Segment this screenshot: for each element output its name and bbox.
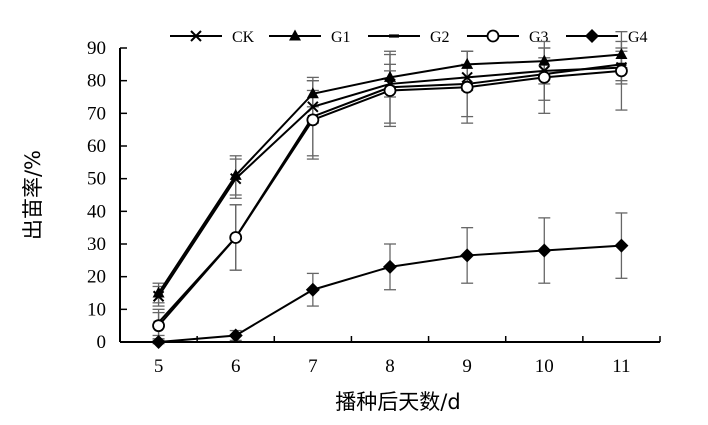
data-point-g1 bbox=[306, 87, 319, 99]
data-point-ck bbox=[461, 71, 473, 84]
data-point-g4 bbox=[537, 243, 552, 258]
legend-marker-g1 bbox=[289, 29, 301, 41]
data-point-g1 bbox=[229, 168, 242, 180]
y-tick-label: 60 bbox=[87, 136, 106, 157]
axes: 0 10 20 30 40 50 60 70 80 90 5 6 7 8 9 10 11 bbox=[87, 38, 661, 377]
legend-marker-g2 bbox=[389, 34, 399, 38]
y-tick-label: 70 bbox=[87, 103, 106, 124]
legend-label-g1: G1 bbox=[331, 29, 351, 46]
y-tick-label: 30 bbox=[87, 234, 106, 255]
data-point-g1 bbox=[538, 54, 551, 66]
data-point-ck bbox=[307, 101, 319, 113]
legend: CK G1 G2 G3 G4 bbox=[170, 29, 648, 46]
y-tick-label: 20 bbox=[87, 267, 106, 288]
legend-label-g3: G3 bbox=[529, 29, 549, 46]
legend-label-ck: CK bbox=[232, 29, 255, 46]
x-tick-label: 5 bbox=[154, 356, 164, 377]
x-axis-label: 播种后天数/d bbox=[335, 390, 460, 414]
data-point-g1 bbox=[461, 57, 474, 69]
data-point-g1 bbox=[152, 286, 165, 298]
y-tick-label: 50 bbox=[87, 169, 106, 190]
x-tick-label: 11 bbox=[612, 356, 630, 377]
x-tick-label: 10 bbox=[535, 356, 554, 377]
x-tick-label: 6 bbox=[231, 356, 241, 377]
data-point-g3 bbox=[229, 231, 243, 244]
data-point-g3 bbox=[306, 113, 320, 127]
series-markers bbox=[151, 48, 629, 349]
legend-item-g4: G4 bbox=[566, 29, 648, 46]
y-axis-label: 出苗率/% bbox=[21, 150, 45, 240]
data-point-g3 bbox=[383, 84, 397, 97]
y-tick-label: 40 bbox=[87, 201, 106, 222]
x-tick-label: 7 bbox=[308, 356, 318, 377]
legend-item-g2: G2 bbox=[368, 29, 450, 46]
data-point-g4 bbox=[614, 238, 629, 253]
legend-item-ck: CK bbox=[170, 29, 255, 46]
data-point-g3 bbox=[460, 80, 474, 94]
legend-label-g4: G4 bbox=[628, 29, 648, 46]
x-tick-label: 8 bbox=[385, 356, 395, 377]
legend-item-g3: G3 bbox=[467, 29, 549, 46]
legend-item-g1: G1 bbox=[269, 29, 351, 46]
data-point-g4 bbox=[228, 328, 243, 343]
y-tick-label: 0 bbox=[97, 332, 107, 353]
x-tick-label: 9 bbox=[462, 356, 472, 377]
legend-marker-g4 bbox=[585, 29, 599, 43]
data-point-g4 bbox=[383, 259, 397, 274]
data-point-g4 bbox=[151, 335, 166, 349]
data-point-g3 bbox=[152, 319, 165, 333]
y-tick-label: 80 bbox=[87, 71, 106, 92]
legend-label-g2: G2 bbox=[430, 29, 450, 46]
data-point-g3 bbox=[537, 71, 551, 84]
data-point-g3 bbox=[615, 64, 628, 78]
data-point-g4 bbox=[460, 248, 475, 263]
y-tick-label: 10 bbox=[87, 299, 106, 320]
data-point-g4 bbox=[305, 282, 320, 297]
data-point-g1 bbox=[384, 70, 396, 82]
data-point-g1 bbox=[615, 48, 628, 60]
legend-marker-ck bbox=[190, 30, 202, 42]
data-point-g2 bbox=[616, 62, 627, 66]
legend-marker-g3 bbox=[486, 29, 500, 43]
y-tick-label: 90 bbox=[87, 38, 106, 59]
